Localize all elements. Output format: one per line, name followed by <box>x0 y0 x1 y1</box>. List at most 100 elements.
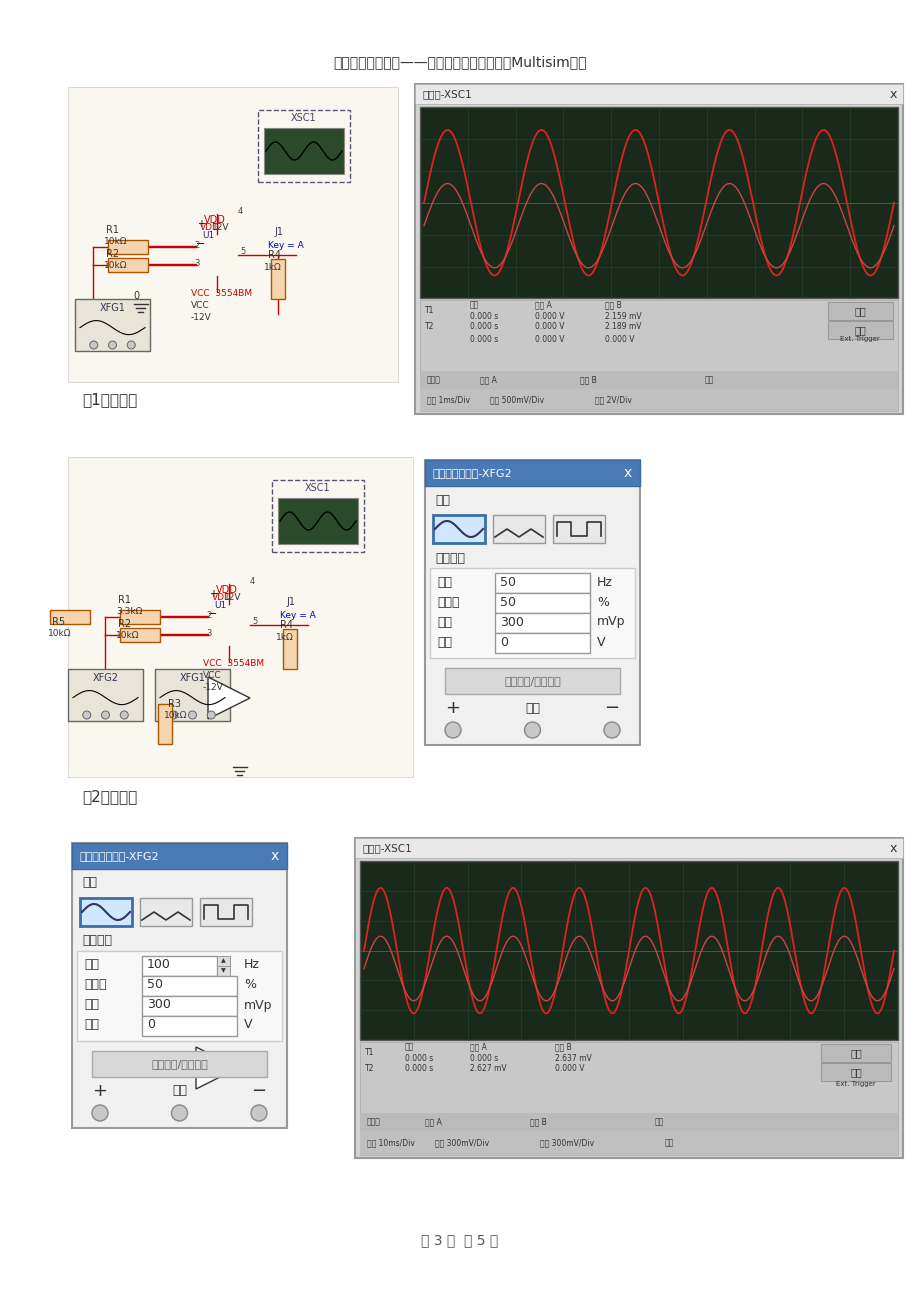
Text: ▼: ▼ <box>221 969 225 974</box>
Text: T2: T2 <box>365 1064 374 1073</box>
Text: XFG1: XFG1 <box>179 673 205 684</box>
Bar <box>72 842 287 868</box>
Bar <box>154 669 230 721</box>
Text: 10kΩ: 10kΩ <box>164 711 187 720</box>
Circle shape <box>445 723 460 738</box>
Bar <box>217 966 230 976</box>
Text: 设置上升/下降时间: 设置上升/下降时间 <box>151 1059 208 1069</box>
Text: +: + <box>197 219 205 229</box>
Bar <box>140 898 192 926</box>
Text: x: x <box>889 87 896 100</box>
Bar <box>119 611 160 624</box>
Bar <box>217 956 230 966</box>
Polygon shape <box>208 677 250 719</box>
Text: -12V: -12V <box>191 314 211 323</box>
Text: 正弦: 正弦 <box>664 1138 674 1147</box>
Bar <box>494 573 589 592</box>
Circle shape <box>207 711 215 719</box>
Text: +: + <box>93 1082 108 1100</box>
Text: Key = A: Key = A <box>279 612 315 621</box>
Text: V: V <box>244 1018 252 1031</box>
Text: R4: R4 <box>279 620 292 630</box>
Text: Key = A: Key = A <box>267 241 303 250</box>
Text: 电子工程基础实验——基本的集成运算放大器Multisim仿真: 电子工程基础实验——基本的集成运算放大器Multisim仿真 <box>333 55 586 69</box>
Text: 保存: 保存 <box>853 326 865 336</box>
Text: 10kΩ: 10kΩ <box>116 631 140 641</box>
Text: 示波器-XSC1: 示波器-XSC1 <box>363 842 413 853</box>
Text: 触发: 触发 <box>704 375 713 384</box>
Text: Ext. Trigger: Ext. Trigger <box>839 336 879 342</box>
Text: 通道 A: 通道 A <box>535 299 551 309</box>
Text: VDD: VDD <box>211 594 232 603</box>
Circle shape <box>92 1105 108 1121</box>
Text: 频率: 频率 <box>84 958 99 971</box>
Text: V: V <box>596 635 605 648</box>
Bar <box>92 1051 267 1077</box>
Bar <box>494 592 589 613</box>
Text: VDD: VDD <box>204 215 226 225</box>
Text: 公共: 公共 <box>525 702 539 715</box>
Text: 10kΩ: 10kΩ <box>48 629 72 638</box>
Text: 0.000 V: 0.000 V <box>605 335 634 344</box>
Text: 通道 A: 通道 A <box>470 1043 486 1052</box>
Text: R2: R2 <box>106 249 119 259</box>
Text: ▲: ▲ <box>221 958 225 963</box>
Text: 时间轴: 时间轴 <box>367 1117 380 1126</box>
Text: 0.000 V: 0.000 V <box>535 335 564 344</box>
Bar <box>199 898 252 926</box>
Bar <box>283 629 297 669</box>
Text: 触发: 触发 <box>654 1117 664 1126</box>
Text: VCC: VCC <box>203 672 221 681</box>
Text: 保存: 保存 <box>849 1068 861 1077</box>
Text: 反向: 反向 <box>853 306 865 316</box>
Bar <box>80 898 131 926</box>
Text: 比例 1ms/Div: 比例 1ms/Div <box>426 396 470 405</box>
Bar <box>359 1042 897 1155</box>
Bar <box>425 460 640 745</box>
Bar <box>264 128 344 174</box>
Text: 时间轴: 时间轴 <box>426 375 440 384</box>
Text: 通道 B: 通道 B <box>529 1117 546 1126</box>
Bar <box>827 322 892 340</box>
Text: J1: J1 <box>286 598 295 607</box>
Bar <box>68 87 398 381</box>
Bar <box>433 516 484 543</box>
Bar <box>142 996 237 1016</box>
Text: T2: T2 <box>425 322 434 331</box>
Text: 比例 2V/Div: 比例 2V/Div <box>595 396 631 405</box>
Circle shape <box>171 1105 187 1121</box>
Text: VDD: VDD <box>199 224 220 233</box>
Text: 50: 50 <box>499 575 516 589</box>
Circle shape <box>604 723 619 738</box>
Text: 偏移: 偏移 <box>84 1018 99 1031</box>
Text: 3: 3 <box>194 259 199 268</box>
Bar <box>425 460 640 486</box>
Text: 通道 A: 通道 A <box>425 1117 441 1126</box>
Text: 0.000 s: 0.000 s <box>404 1053 433 1062</box>
Text: 10kΩ: 10kΩ <box>104 237 128 246</box>
Bar <box>420 107 897 298</box>
Text: VCC: VCC <box>191 302 210 310</box>
Bar <box>355 838 902 858</box>
Text: −: − <box>208 609 218 618</box>
Text: 信号选项: 信号选项 <box>82 935 112 948</box>
Text: 2.627 mV: 2.627 mV <box>470 1064 506 1073</box>
Text: 5: 5 <box>252 617 257 626</box>
Text: 0.000 V: 0.000 V <box>554 1064 584 1073</box>
Text: 通道 A: 通道 A <box>480 375 496 384</box>
Text: 函数信号发生器-XFG2: 函数信号发生器-XFG2 <box>433 467 512 478</box>
Text: 2: 2 <box>206 612 211 621</box>
Bar <box>414 85 902 104</box>
Text: x: x <box>270 849 278 863</box>
Text: 5: 5 <box>240 247 245 256</box>
Text: Ext. Trigger: Ext. Trigger <box>835 1081 875 1087</box>
Text: （2）减法器: （2）减法器 <box>82 789 137 805</box>
Text: 反向: 反向 <box>849 1048 861 1059</box>
Text: 第 3 页  共 5 页: 第 3 页 共 5 页 <box>421 1233 498 1247</box>
Text: 公共: 公共 <box>172 1085 187 1098</box>
Text: R1: R1 <box>106 225 119 234</box>
Text: 通道 B: 通道 B <box>605 299 621 309</box>
Bar <box>494 613 589 633</box>
Text: 偏移: 偏移 <box>437 635 451 648</box>
Text: 0.000 s: 0.000 s <box>470 312 498 320</box>
